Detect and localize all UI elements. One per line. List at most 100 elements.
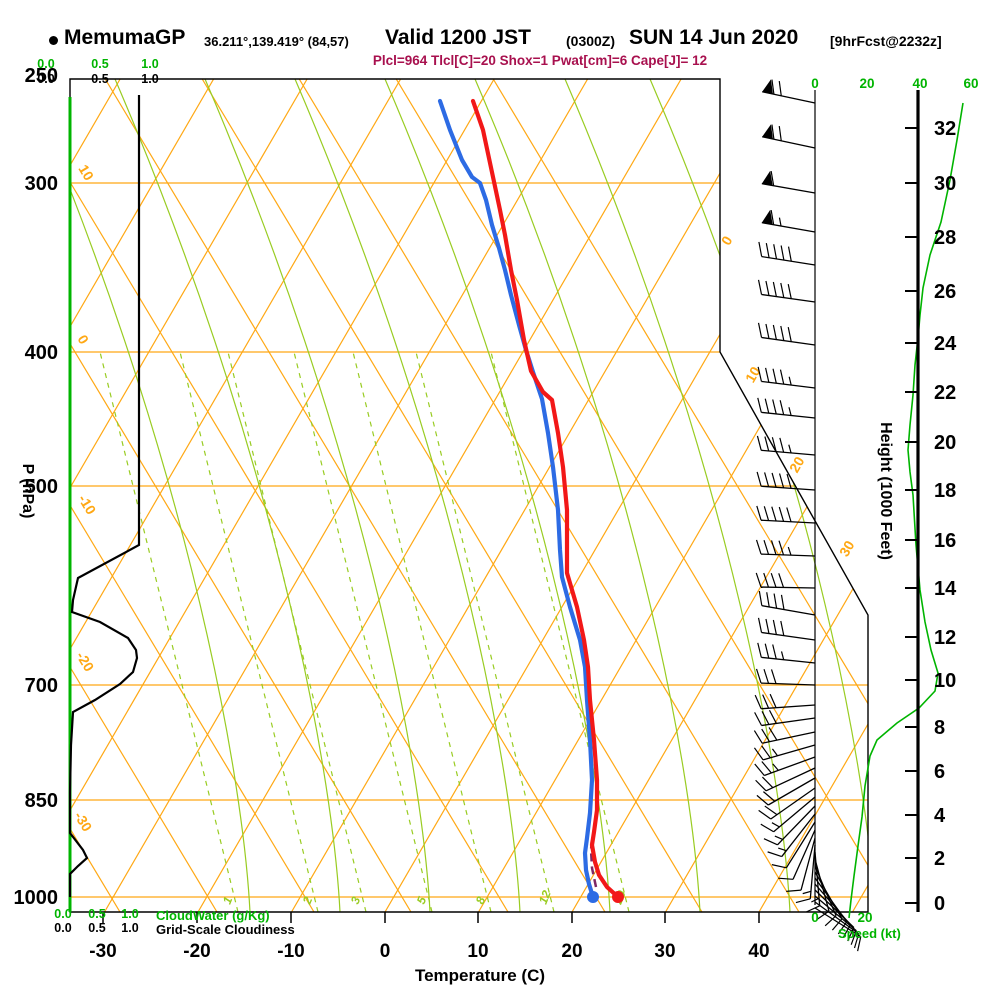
station-name: MemumaGP <box>64 26 186 49</box>
y-axis-title: P (hPa) <box>19 463 36 519</box>
svg-text:20: 20 <box>934 432 956 454</box>
forecast-lead: [9hrFcst@2232z] <box>830 33 942 49</box>
speed-axis-title: Speed (kt) <box>838 926 901 941</box>
svg-text:12: 12 <box>536 888 554 906</box>
wind-barb <box>814 871 843 931</box>
wind-barb <box>778 829 816 880</box>
svg-text:0.0: 0.0 <box>37 72 54 86</box>
valid-time: Valid 1200 JST <box>385 26 531 49</box>
svg-text:20: 20 <box>786 454 808 476</box>
wind-barb <box>760 796 816 833</box>
wind-barb <box>757 279 816 303</box>
x-axis-title: Temperature (C) <box>414 966 546 985</box>
svg-text:20: 20 <box>561 941 582 962</box>
svg-text:32: 32 <box>934 118 956 140</box>
isobar-grid <box>70 182 868 898</box>
valid-date: SUN 14 Jun 2020 <box>629 26 799 49</box>
svg-text:-20: -20 <box>183 941 210 962</box>
surface-temperature-dot <box>612 891 624 903</box>
svg-text:1.0: 1.0 <box>141 72 158 86</box>
wind-barb <box>758 590 816 616</box>
dewpoint-curve <box>437 98 596 900</box>
wind-barb <box>762 79 816 104</box>
wind-barb <box>795 844 816 904</box>
wind-barb <box>756 777 816 806</box>
svg-text:0.5: 0.5 <box>88 921 105 935</box>
station-coordinates: 36.211°,139.419° (84,57) <box>204 34 349 49</box>
svg-text:1000: 1000 <box>14 887 59 909</box>
svg-text:1.0: 1.0 <box>121 921 138 935</box>
wind-barb <box>755 767 816 792</box>
svg-text:1: 1 <box>220 894 236 906</box>
wind-barb <box>757 322 816 346</box>
svg-text:300: 300 <box>25 173 58 195</box>
wind-barb <box>758 241 816 266</box>
mixing-ratio-grid <box>99 351 630 912</box>
isotherm-grid <box>70 79 868 912</box>
wind-barb <box>754 693 816 710</box>
svg-text:20: 20 <box>857 910 872 925</box>
wind-barb <box>756 435 816 456</box>
wind-barb <box>758 787 816 820</box>
plot-frame <box>69 78 869 913</box>
svg-text:18: 18 <box>934 480 956 502</box>
svg-text:0: 0 <box>811 910 819 925</box>
wind-barb <box>786 837 816 892</box>
svg-text:6: 6 <box>934 761 945 783</box>
svg-text:0.0: 0.0 <box>54 907 71 921</box>
wind-barb <box>814 907 862 952</box>
cloudwater-axis-title: CloudWater (g/Kg) <box>156 908 270 923</box>
wind-barb <box>756 505 816 524</box>
moist-adiabat-grid <box>70 79 868 912</box>
svg-text:10: 10 <box>467 941 488 962</box>
svg-text:0: 0 <box>74 332 92 347</box>
speed-curve <box>848 102 964 919</box>
svg-text:22: 22 <box>934 382 956 404</box>
wind-barb <box>757 366 816 389</box>
valid-time-utc: (0300Z) <box>566 33 616 49</box>
svg-text:500: 500 <box>25 476 58 498</box>
svg-text:0.5: 0.5 <box>88 907 105 921</box>
wind-barb <box>761 170 816 194</box>
svg-text:-10: -10 <box>277 941 304 962</box>
svg-text:-30: -30 <box>89 941 116 962</box>
wind-barb <box>755 668 816 686</box>
svg-text:1.0: 1.0 <box>121 907 138 921</box>
svg-text:26: 26 <box>934 281 956 303</box>
cloud-scale-labels: 0.00.00.00.00.50.50.50.51.01.01.01.0 <box>37 57 158 935</box>
svg-text:0.0: 0.0 <box>37 57 54 71</box>
pressure-tick-labels: 250 300 400 500 700 850 1000 <box>14 65 59 909</box>
svg-text:8: 8 <box>473 894 489 906</box>
wind-barb <box>753 727 816 744</box>
wind-barb <box>767 813 816 858</box>
svg-text:16: 16 <box>934 530 956 552</box>
svg-text:0: 0 <box>380 941 391 962</box>
wind-barb <box>757 397 816 419</box>
svg-text:30: 30 <box>654 941 675 962</box>
wind-barb <box>762 124 816 149</box>
svg-text:28: 28 <box>934 227 956 249</box>
wind-barbs <box>753 79 862 952</box>
svg-text:850: 850 <box>25 790 58 812</box>
svg-text:0: 0 <box>934 893 945 915</box>
surface-dewpoint-dot <box>587 891 599 903</box>
temperature-tick-labels: -30 -20 -10 0 10 20 30 40 <box>89 912 770 962</box>
station-bullet-icon <box>49 36 58 45</box>
svg-text:-10: -10 <box>75 492 99 518</box>
svg-text:2: 2 <box>934 848 945 870</box>
wind-barb <box>771 821 816 869</box>
svg-text:10: 10 <box>75 162 97 184</box>
svg-text:4: 4 <box>934 805 946 827</box>
svg-text:0: 0 <box>811 76 819 91</box>
svg-text:12: 12 <box>934 627 956 649</box>
height-axis-title: Height (1000 Feet) <box>877 422 894 560</box>
temperature-curve <box>470 98 621 900</box>
svg-text:1.0: 1.0 <box>141 57 158 71</box>
svg-text:-20: -20 <box>73 649 97 675</box>
svg-text:700: 700 <box>25 675 58 697</box>
svg-text:40: 40 <box>912 76 927 91</box>
cloudiness-profile <box>68 95 141 897</box>
svg-text:8: 8 <box>934 717 945 739</box>
svg-text:400: 400 <box>25 342 58 364</box>
